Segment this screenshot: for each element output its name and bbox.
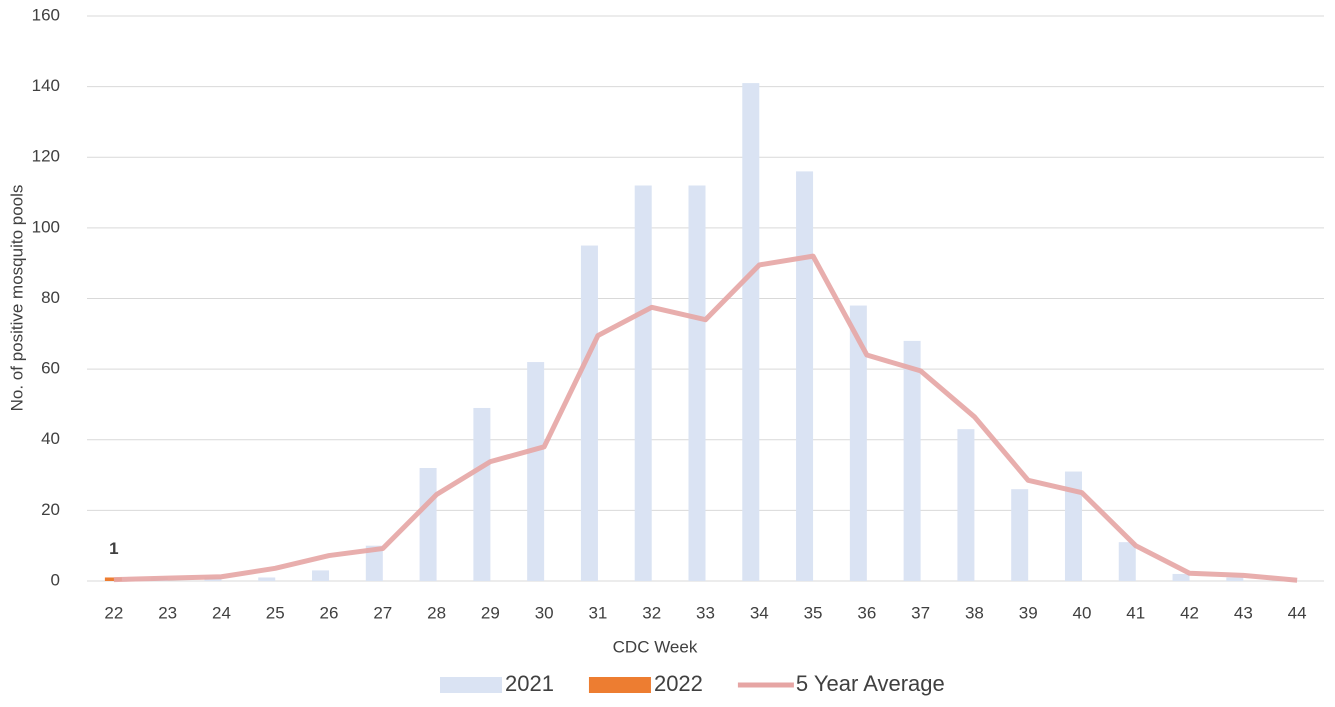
y-tick-label: 80: [41, 288, 60, 307]
bar: [796, 171, 813, 581]
legend-swatch: [589, 677, 651, 693]
x-tick-label: 36: [857, 603, 876, 622]
bar: [312, 570, 329, 581]
x-tick-label: 27: [373, 603, 392, 622]
bar: [635, 186, 652, 582]
x-tick-label: 38: [965, 603, 984, 622]
bar: [1119, 542, 1136, 581]
bar: [527, 362, 544, 581]
bar: [689, 186, 706, 582]
x-tick-label: 42: [1180, 603, 1199, 622]
x-tick-label: 40: [1073, 603, 1092, 622]
x-tick-label: 29: [481, 603, 500, 622]
x-tick-label: 43: [1234, 603, 1253, 622]
bar: [742, 83, 759, 581]
bar: [473, 408, 490, 581]
y-axis-title: No. of positive mosquito pools: [7, 185, 26, 412]
x-tick-label: 31: [588, 603, 607, 622]
y-tick-label: 100: [32, 217, 60, 236]
x-tick-label: 33: [696, 603, 715, 622]
y-tick-label: 120: [32, 147, 60, 166]
x-tick-label: 32: [642, 603, 661, 622]
x-tick-label: 25: [266, 603, 285, 622]
y-tick-label: 160: [32, 5, 60, 24]
legend-label: 2022: [654, 671, 703, 696]
x-tick-label: 35: [804, 603, 823, 622]
x-axis-title: CDC Week: [613, 637, 698, 656]
x-tick-label: 44: [1288, 603, 1307, 622]
bar: [1011, 489, 1028, 581]
x-tick-label: 22: [104, 603, 123, 622]
y-tick-label: 20: [41, 500, 60, 519]
y-tick-label: 40: [41, 429, 60, 448]
y-tick-label: 140: [32, 76, 60, 95]
x-tick-label: 39: [1019, 603, 1038, 622]
bar: [957, 429, 974, 581]
bar: [581, 246, 598, 581]
x-tick-label: 41: [1126, 603, 1145, 622]
y-tick-label: 0: [51, 570, 60, 589]
legend-label: 5 Year Average: [796, 671, 945, 696]
x-tick-label: 26: [320, 603, 339, 622]
x-tick-label: 34: [750, 603, 769, 622]
x-tick-label: 23: [158, 603, 177, 622]
legend-label: 2021: [505, 671, 554, 696]
bar: [420, 468, 437, 581]
bar: [904, 341, 921, 581]
data-label: 1: [109, 539, 118, 558]
y-tick-label: 60: [41, 359, 60, 378]
bar: [1173, 574, 1190, 581]
x-tick-label: 24: [212, 603, 231, 622]
legend-swatch: [440, 677, 502, 693]
bar: [1226, 577, 1243, 581]
bar: [258, 577, 275, 581]
x-tick-label: 30: [535, 603, 554, 622]
x-tick-label: 37: [911, 603, 930, 622]
x-tick-label: 28: [427, 603, 446, 622]
